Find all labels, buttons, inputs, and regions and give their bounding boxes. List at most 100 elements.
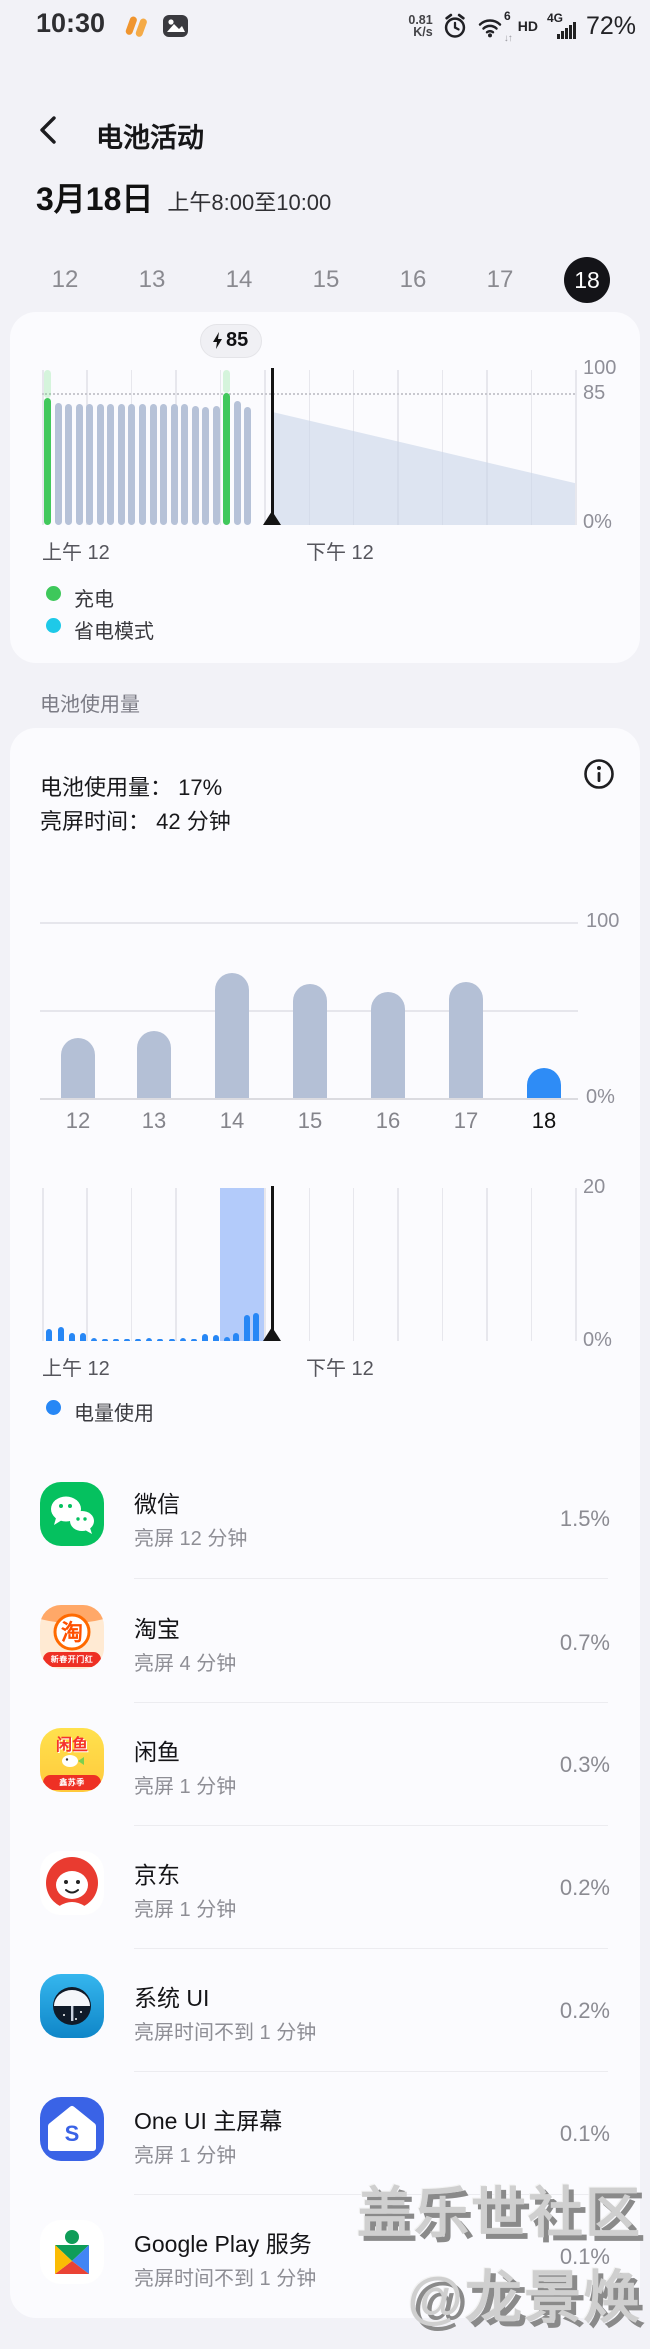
c3-usage-bar [46, 1328, 53, 1341]
power-saver-legend-label: 省电模式 [74, 621, 154, 643]
app-screen-time: 亮屏 1 分钟 [134, 2145, 237, 2167]
power-saver-legend-dot [46, 618, 61, 633]
app-name[interactable]: 闲鱼 [134, 1739, 180, 1765]
day-tab-15[interactable]: 15 [312, 266, 340, 293]
app-percent: 0.3% [559, 1752, 610, 1777]
back-button[interactable] [36, 114, 60, 146]
jd-icon [40, 1851, 104, 1915]
charge-tooltip-value: 85 [226, 329, 249, 351]
c2-day-label[interactable]: 17 [453, 1108, 479, 1133]
app-name[interactable]: 京东 [134, 1862, 180, 1888]
c1-projection-area [272, 411, 575, 525]
c1-battery-bar [181, 404, 189, 525]
date-heading: 3月18日 上午8:00至10:00 [36, 174, 331, 220]
app-percent: 1.5% [559, 1506, 610, 1531]
watermark-author: @龙景焕 [407, 2266, 642, 2330]
screen-time-value: 42 分钟 [156, 809, 231, 834]
app-name[interactable]: 淘宝 [134, 1616, 180, 1642]
status-time: 10:30 [36, 8, 106, 38]
c1-battery-bar [54, 402, 62, 525]
c3-usage-bar [244, 1314, 251, 1341]
status-right-cluster: 0.81 K/s 6 ↓↑ HD 4G [408, 6, 636, 46]
c1-battery-bar [138, 404, 146, 525]
day-tab-12[interactable]: 12 [51, 266, 79, 293]
notification-stripes-icon [125, 16, 147, 37]
app-screen-time: 亮屏 12 分钟 [134, 1528, 248, 1550]
c2-day-bar [137, 1031, 171, 1098]
c2-day-bar [215, 973, 249, 1098]
c1-gridline [486, 370, 488, 525]
day-tab-17[interactable]: 17 [486, 266, 514, 293]
c3-x-am: 上午 12 [42, 1358, 110, 1380]
c1-battery-bar [202, 407, 210, 525]
c1-y-100: 100 [583, 357, 617, 379]
c2-day-label[interactable]: 18 [531, 1108, 557, 1133]
usage-label: 电池使用量： [40, 775, 173, 800]
c3-usage-bar [124, 1338, 131, 1341]
c2-y-0: 0% [586, 1086, 615, 1108]
c3-gridline [130, 1188, 133, 1341]
system-ui-icon [40, 1974, 104, 2038]
c1-battery-bar [65, 404, 73, 525]
hd-indicator: HD [517, 18, 538, 34]
c1-gridline [441, 370, 444, 525]
c1-x-pm: 下午 12 [306, 542, 374, 564]
c2-y-100: 100 [586, 910, 620, 932]
c3-y-20: 20 [583, 1176, 606, 1198]
c1-x-am: 上午 12 [42, 542, 110, 564]
c2-day-bar [449, 981, 483, 1098]
charge-bolt-icon [213, 332, 222, 349]
app-name[interactable]: 微信 [134, 1491, 180, 1517]
c1-battery-bar [149, 404, 157, 525]
c2-day-label[interactable]: 14 [219, 1108, 245, 1133]
app-name[interactable]: Google Play 服务 [134, 2231, 312, 2257]
c1-battery-bar [86, 404, 94, 525]
divider [134, 1825, 608, 1826]
usage-legend-label: 电量使用 [74, 1403, 154, 1425]
c2-day-label[interactable]: 13 [141, 1108, 167, 1133]
wifi-gen-label: 6 [504, 9, 511, 23]
date-label: 3月18日 [36, 181, 154, 217]
google-play-icon [40, 2220, 104, 2284]
divider [134, 2071, 608, 2072]
c3-usage-bar [135, 1338, 142, 1341]
xianyu-logo-text: 闲鱼 [55, 1737, 88, 1754]
c3-usage-bar [113, 1338, 120, 1341]
c2-day-label[interactable]: 16 [375, 1108, 401, 1133]
taobao-icon: 淘 新春开门红 [40, 1605, 104, 1669]
c3-x-pm: 下午 12 [306, 1358, 374, 1380]
c3-gridline [308, 1188, 310, 1341]
day-tab-13[interactable]: 13 [138, 266, 166, 293]
c3-usage-bar [57, 1327, 64, 1341]
app-name[interactable]: 系统 UI [134, 1985, 210, 2011]
charge-legend-dot [46, 586, 61, 601]
day-tab-18-selected[interactable]: 18 [564, 257, 610, 303]
c3-gridline [352, 1188, 355, 1341]
info-icon[interactable] [582, 757, 616, 791]
c2-day-label[interactable]: 15 [297, 1108, 323, 1133]
c1-gridline [264, 370, 266, 525]
c3-usage-bar [68, 1332, 75, 1341]
c3-gridline [530, 1188, 533, 1341]
app-percent: 0.7% [559, 1630, 610, 1655]
c3-usage-bar [157, 1338, 164, 1341]
screen-time-label: 亮屏时间： [40, 809, 151, 834]
c3-usage-bar [252, 1312, 259, 1341]
divider [134, 2194, 608, 2195]
c1-charging-bar [44, 397, 51, 525]
c1-battery-bar [107, 404, 115, 525]
section-title-battery-usage: 电池使用量 [40, 694, 140, 716]
day-tab-14[interactable]: 14 [225, 266, 253, 293]
day-tab-16[interactable]: 16 [399, 266, 427, 293]
c3-usage-bar [90, 1337, 97, 1341]
app-name[interactable]: One UI 主屏幕 [134, 2108, 283, 2134]
charge-legend-label: 充电 [74, 589, 114, 611]
c3-usage-bar [224, 1337, 231, 1341]
battery-usage-card [10, 728, 640, 2318]
app-screen-time: 亮屏时间不到 1 分钟 [134, 2022, 317, 2044]
c2-day-bar [371, 992, 405, 1098]
usage-value: 17% [178, 775, 223, 800]
app-screen-time: 亮屏 4 分钟 [134, 1653, 237, 1675]
c2-day-label[interactable]: 12 [65, 1108, 91, 1133]
c3-gridline [264, 1188, 266, 1341]
